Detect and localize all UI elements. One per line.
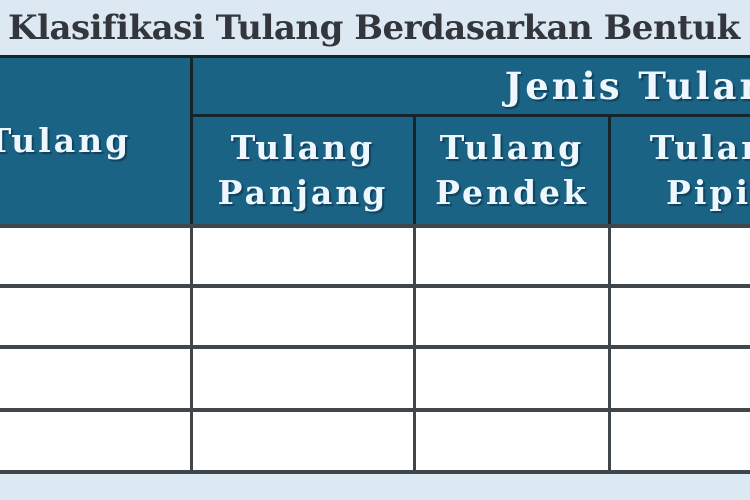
table-cell <box>190 407 416 474</box>
group-header-row: Tulang Jenis Tulang <box>0 55 750 227</box>
column-header-row: Tulang Panjang Tulang Pendek Tulang Pipi… <box>0 114 750 227</box>
group-header-cell: Jenis Tulang <box>190 55 750 117</box>
table-cell <box>413 223 611 288</box>
column-header-tulang-pipih: Tulang Pipih <box>608 114 750 227</box>
table-cell <box>608 223 750 288</box>
table-row <box>0 407 750 474</box>
column-header-tulang-pendek: Tulang Pendek <box>413 114 611 227</box>
table-cell <box>413 283 611 349</box>
table-cell <box>608 344 750 412</box>
bone-classification-table: Tulang Jenis Tulang Tulang Panjang Tulan… <box>0 55 750 474</box>
table-cell <box>190 283 416 349</box>
table-row <box>0 223 750 288</box>
table-row <box>0 283 750 349</box>
table-cell <box>0 283 193 349</box>
table-cell <box>190 223 416 288</box>
table-row <box>0 344 750 412</box>
table-cell <box>608 283 750 349</box>
table-cell <box>190 344 416 412</box>
table-cell <box>0 344 193 412</box>
corner-header-cell: Tulang <box>0 55 193 227</box>
table-cell <box>0 407 193 474</box>
table-cell <box>0 223 193 288</box>
column-header-tulang-panjang: Tulang Panjang <box>190 114 416 227</box>
page-title: Klasifikasi Tulang Berdasarkan Bentuk da… <box>8 8 750 48</box>
table-cell <box>413 407 611 474</box>
table-cell <box>608 407 750 474</box>
table-cell <box>413 344 611 412</box>
